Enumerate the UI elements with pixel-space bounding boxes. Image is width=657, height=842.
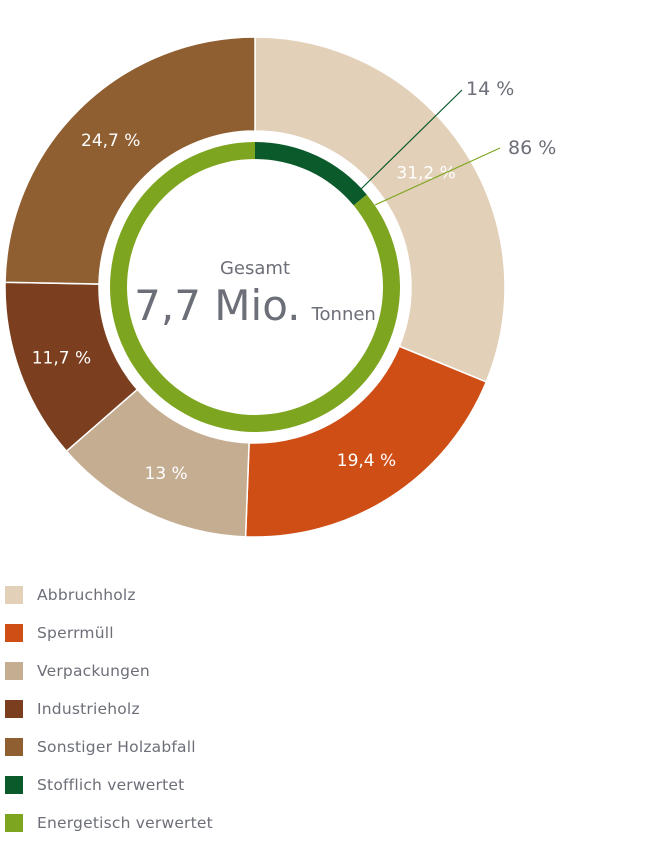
slice-sonstiger-holzabfall [4,36,256,285]
center-value: 7,7 Mio. [134,281,300,330]
center-total: 7,7 Mio. Tonnen [134,281,376,330]
data-label-sperrmuell: 19,4 % [337,451,396,471]
data-label-verpackungen: 13 % [145,464,188,484]
callout-label-stofflich-verwertet: 14 % [466,78,514,100]
legend-item-stofflich-verwertet: Stofflich verwertet [5,766,405,804]
legend-swatch [5,814,23,832]
legend-swatch [5,662,23,680]
data-label-industrieholz: 11,7 % [32,348,91,368]
legend-item-sonstiger-holzabfall: Sonstiger Holzabfall [5,728,405,766]
legend-item-energetisch-verwertet: Energetisch verwertet [5,804,405,842]
outer-ring [4,36,506,538]
legend-swatch [5,586,23,604]
legend-label: Industrieholz [37,700,140,718]
legend-label: Energetisch verwertet [37,814,213,832]
donut-chart: 31,2 % 19,4 % 13 % 11,7 % 24,7 % 14 % 86 % Ges… [4,36,557,538]
data-label-sonstiger-holzabfall: 24,7 % [81,131,140,151]
legend-label: Abbruchholz [37,586,136,604]
legend: Abbruchholz Sperrmüll Verpackungen Indus… [5,576,405,842]
legend-swatch [5,738,23,756]
legend-item-verpackungen: Verpackungen [5,652,405,690]
callout-label-energetisch-verwertet: 86 % [508,137,556,159]
legend-swatch [5,700,23,718]
data-label-abbruchholz: 31,2 % [396,163,455,183]
slice-stofflich-verwertet [255,142,367,206]
legend-item-industrieholz: Industrieholz [5,690,405,728]
legend-label: Stofflich verwertet [37,776,185,794]
legend-swatch [5,624,23,642]
callout-line-energetisch-verwertet [374,147,501,206]
legend-item-sperrmuell: Sperrmüll [5,614,405,652]
slice-sperrmuell [244,345,488,538]
legend-label: Sonstiger Holzabfall [37,738,196,756]
center-title: Gesamt [220,258,290,279]
legend-label: Verpackungen [37,662,150,680]
data-labels: 31,2 % 19,4 % 13 % 11,7 % 24,7 % 14 % 86 % [32,78,557,484]
inner-ring [110,142,400,432]
legend-label: Sperrmüll [37,624,114,642]
callout-line-stofflich-verwertet [359,89,463,191]
center-unit: Tonnen [311,304,376,325]
legend-swatch [5,776,23,794]
legend-item-abbruchholz: Abbruchholz [5,576,405,614]
slice-abbruchholz [254,36,506,383]
